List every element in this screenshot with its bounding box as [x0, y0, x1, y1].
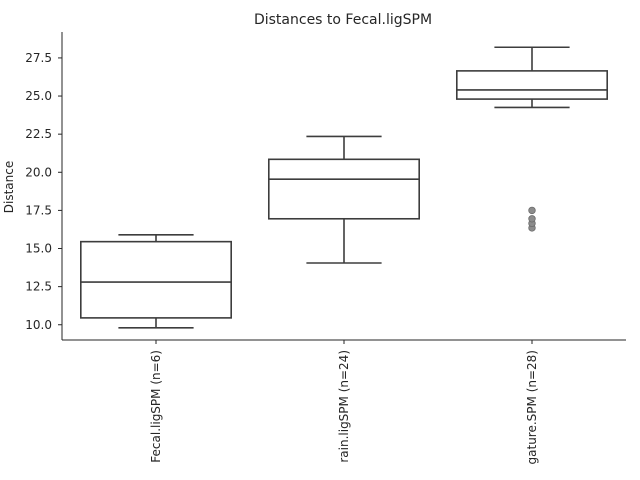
interquartile-box: [455, 70, 608, 100]
box-series: [80, 46, 608, 329]
y-tick-label: 25.0: [25, 89, 52, 103]
x-tick-label: gature.SPM (n=28): [525, 350, 539, 464]
x-tick-label: rain.ligSPM (n=24): [337, 350, 351, 463]
box-group: [455, 46, 608, 232]
interquartile-box: [267, 158, 420, 220]
box-group: [267, 135, 420, 264]
y-tick-label: 20.0: [25, 165, 52, 179]
y-tick-label: 22.5: [25, 127, 52, 141]
y-tick-label: 12.5: [25, 280, 52, 294]
chart-title: Distances to Fecal.ligSPM: [254, 12, 432, 28]
y-tick-label: 15.0: [25, 242, 52, 256]
y-axis-label: Distance: [2, 161, 16, 213]
x-axis-ticks: Fecal.ligSPM (n=6) rain.ligSPM (n=24) gatu…: [149, 340, 539, 464]
y-tick-label: 27.5: [25, 51, 52, 65]
box-group: [80, 233, 232, 329]
y-axis-ticks: 10.0 12.5 15.0 17.5 20.0 22.5 25.0 27.5: [25, 51, 62, 332]
outlier-point: [528, 215, 536, 223]
y-tick-label: 17.5: [25, 203, 52, 217]
x-tick-label: Fecal.ligSPM (n=6): [149, 350, 163, 463]
outlier-point: [528, 206, 536, 215]
interquartile-box: [80, 240, 232, 319]
y-tick-label: 10.0: [25, 318, 52, 332]
